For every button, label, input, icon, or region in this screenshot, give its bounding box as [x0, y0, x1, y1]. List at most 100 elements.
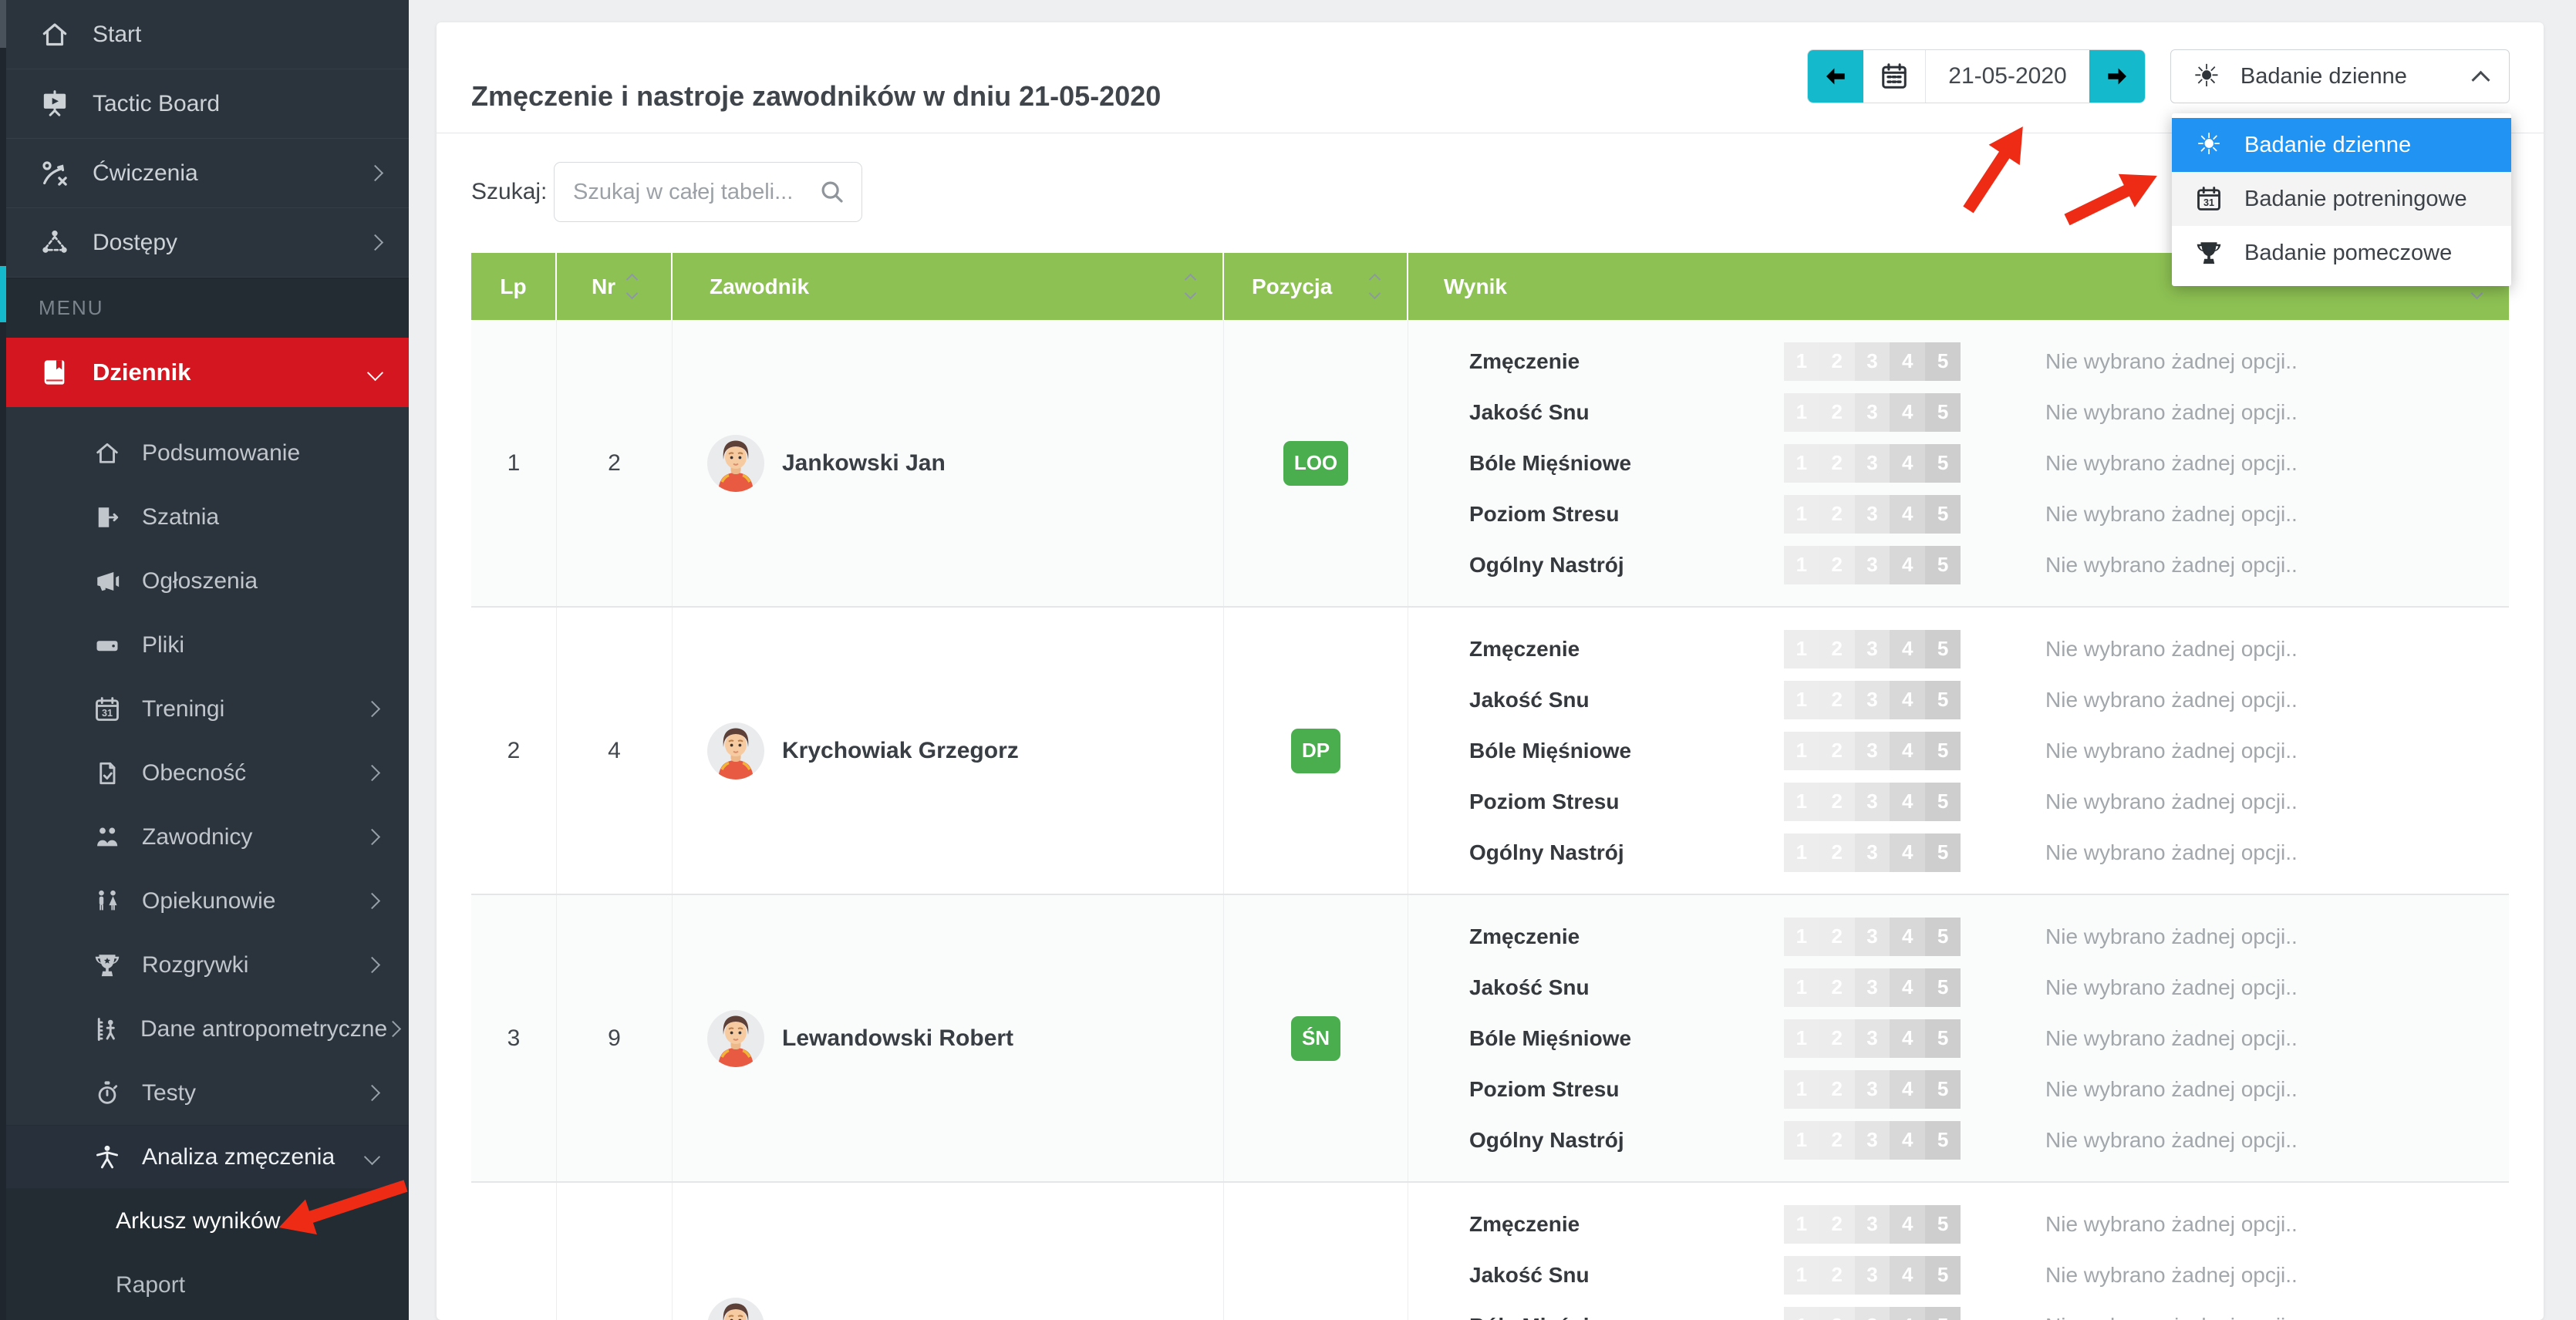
rating-option-2[interactable]: 2 [1819, 342, 1855, 381]
scrollbar-thumb[interactable] [0, 266, 6, 322]
rating-option-4[interactable]: 4 [1890, 1204, 1926, 1244]
scrollbar-thumb-top[interactable] [0, 0, 6, 48]
rating-option-4[interactable]: 4 [1890, 917, 1926, 956]
rating-option-4[interactable]: 4 [1890, 680, 1926, 719]
rating-option-3[interactable]: 3 [1854, 1069, 1890, 1109]
rating-option-5[interactable]: 5 [1925, 494, 1961, 534]
rating-option-1[interactable]: 1 [1784, 833, 1819, 872]
rating-option-3[interactable]: 3 [1854, 342, 1890, 381]
survey-type-dropdown[interactable]: ☀ Badanie dzienne [2170, 49, 2510, 103]
rating-option-4[interactable]: 4 [1890, 1069, 1926, 1109]
rating-option-3[interactable]: 3 [1854, 1120, 1890, 1160]
rating-option-1[interactable]: 1 [1784, 545, 1819, 584]
rating-option-1[interactable]: 1 [1784, 629, 1819, 668]
dropdown-option-badanie-potreningowe[interactable]: Badanie potreningowe [2172, 172, 2511, 226]
sidebar-item-szatnia[interactable]: Szatnia [6, 485, 409, 549]
rating-option-4[interactable]: 4 [1890, 833, 1926, 872]
search-input[interactable] [554, 162, 862, 222]
rating-option-1[interactable]: 1 [1784, 1069, 1819, 1109]
rating-option-3[interactable]: 3 [1854, 1306, 1890, 1320]
sidebar-item-ogloszenia[interactable]: Ogłoszenia [6, 549, 409, 613]
rating-option-2[interactable]: 2 [1819, 1019, 1855, 1058]
rating-option-1[interactable]: 1 [1784, 494, 1819, 534]
rating-option-3[interactable]: 3 [1854, 545, 1890, 584]
rating-option-5[interactable]: 5 [1925, 392, 1961, 432]
rating-option-1[interactable]: 1 [1784, 1306, 1819, 1320]
sidebar-item-dostepy[interactable]: Dostępy [6, 208, 409, 278]
rating-option-4[interactable]: 4 [1890, 1306, 1926, 1320]
rating-option-3[interactable]: 3 [1854, 968, 1890, 1007]
sidebar-item-podsumowanie[interactable]: Podsumowanie [6, 421, 409, 485]
rating-option-2[interactable]: 2 [1819, 731, 1855, 770]
rating-option-2[interactable]: 2 [1819, 917, 1855, 956]
rating-option-2[interactable]: 2 [1819, 392, 1855, 432]
sidebar-item-raport[interactable]: Raport [6, 1253, 409, 1317]
rating-option-2[interactable]: 2 [1819, 1069, 1855, 1109]
rating-option-5[interactable]: 5 [1925, 968, 1961, 1007]
sidebar-scrollbar[interactable] [0, 0, 6, 1320]
rating-option-5[interactable]: 5 [1925, 680, 1961, 719]
rating-option-5[interactable]: 5 [1925, 342, 1961, 381]
rating-option-5[interactable]: 5 [1925, 629, 1961, 668]
column-header-nr[interactable]: Nr [557, 253, 673, 320]
rating-option-3[interactable]: 3 [1854, 782, 1890, 821]
rating-option-4[interactable]: 4 [1890, 494, 1926, 534]
rating-option-1[interactable]: 1 [1784, 1120, 1819, 1160]
rating-option-4[interactable]: 4 [1890, 1019, 1926, 1058]
rating-option-1[interactable]: 1 [1784, 1204, 1819, 1244]
dropdown-option-badanie-pomeczowe[interactable]: Badanie pomeczowe [2172, 226, 2511, 280]
rating-option-5[interactable]: 5 [1925, 833, 1961, 872]
rating-option-2[interactable]: 2 [1819, 1204, 1855, 1244]
rating-option-4[interactable]: 4 [1890, 443, 1926, 483]
rating-option-4[interactable]: 4 [1890, 782, 1926, 821]
rating-option-2[interactable]: 2 [1819, 494, 1855, 534]
prev-day-button[interactable] [1808, 50, 1863, 103]
next-day-button[interactable] [2089, 50, 2145, 103]
rating-option-3[interactable]: 3 [1854, 917, 1890, 956]
column-header-wynik[interactable]: Wynik [1408, 253, 2509, 320]
rating-option-1[interactable]: 1 [1784, 443, 1819, 483]
rating-option-5[interactable]: 5 [1925, 443, 1961, 483]
rating-option-5[interactable]: 5 [1925, 731, 1961, 770]
rating-option-1[interactable]: 1 [1784, 731, 1819, 770]
rating-option-2[interactable]: 2 [1819, 1120, 1855, 1160]
sidebar-item-start[interactable]: Start [6, 0, 409, 69]
rating-option-1[interactable]: 1 [1784, 1255, 1819, 1295]
rating-option-3[interactable]: 3 [1854, 629, 1890, 668]
dropdown-option-badanie-dzienne[interactable]: ☀ Badanie dzienne [2172, 118, 2511, 172]
sidebar-item-treningi[interactable]: Treningi [6, 677, 409, 741]
rating-option-2[interactable]: 2 [1819, 833, 1855, 872]
rating-option-4[interactable]: 4 [1890, 392, 1926, 432]
rating-option-3[interactable]: 3 [1854, 680, 1890, 719]
rating-option-2[interactable]: 2 [1819, 629, 1855, 668]
rating-option-1[interactable]: 1 [1784, 680, 1819, 719]
rating-option-5[interactable]: 5 [1925, 1120, 1961, 1160]
rating-option-2[interactable]: 2 [1819, 968, 1855, 1007]
rating-option-1[interactable]: 1 [1784, 342, 1819, 381]
rating-option-5[interactable]: 5 [1925, 1204, 1961, 1244]
rating-option-5[interactable]: 5 [1925, 1019, 1961, 1058]
rating-option-3[interactable]: 3 [1854, 833, 1890, 872]
rating-option-4[interactable]: 4 [1890, 629, 1926, 668]
rating-option-4[interactable]: 4 [1890, 342, 1926, 381]
rating-option-3[interactable]: 3 [1854, 494, 1890, 534]
rating-option-4[interactable]: 4 [1890, 1120, 1926, 1160]
sidebar-item-pliki[interactable]: Pliki [6, 613, 409, 677]
rating-option-4[interactable]: 4 [1890, 1255, 1926, 1295]
rating-option-3[interactable]: 3 [1854, 1204, 1890, 1244]
sidebar-item-tactic-board[interactable]: Tactic Board [6, 69, 409, 139]
rating-option-3[interactable]: 3 [1854, 1019, 1890, 1058]
sidebar-item-opiekunowie[interactable]: Opiekunowie [6, 869, 409, 933]
rating-option-2[interactable]: 2 [1819, 680, 1855, 719]
rating-option-3[interactable]: 3 [1854, 443, 1890, 483]
rating-option-4[interactable]: 4 [1890, 731, 1926, 770]
rating-option-5[interactable]: 5 [1925, 1306, 1961, 1320]
rating-option-4[interactable]: 4 [1890, 545, 1926, 584]
sidebar-item-testy[interactable]: Testy [6, 1061, 409, 1125]
sidebar-item-dane-antropometryczne[interactable]: Dane antropometryczne [6, 997, 409, 1061]
rating-option-2[interactable]: 2 [1819, 443, 1855, 483]
sidebar-item-obecnosc[interactable]: Obecność [6, 741, 409, 805]
rating-option-1[interactable]: 1 [1784, 782, 1819, 821]
column-header-pozycja[interactable]: Pozycja [1224, 253, 1408, 320]
sidebar-item-arkusz-wynikow[interactable]: Arkusz wyników [6, 1189, 409, 1253]
